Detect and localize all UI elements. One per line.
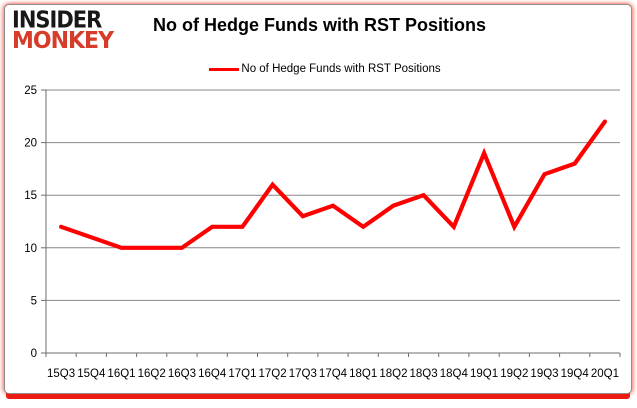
x-axis-tick-label: 17Q2 <box>259 368 287 380</box>
y-axis-tick-label: 20 <box>24 138 37 150</box>
x-axis-tick-label: 19Q4 <box>561 368 590 380</box>
y-axis-tick-label: 0 <box>31 348 37 360</box>
chart-card: INSIDER MONKEY No of Hedge Funds with RS… <box>4 4 632 394</box>
x-axis-tick-label: 18Q3 <box>410 368 438 380</box>
chart-title: No of Hedge Funds with RST Positions <box>153 15 486 35</box>
y-axis-tick-label: 10 <box>24 243 37 255</box>
series-line-hedge-funds <box>58 119 608 250</box>
legend: No of Hedge Funds with RST Positions <box>5 63 631 75</box>
x-axis-tick-label: 17Q3 <box>289 368 317 380</box>
x-axis-tick-label: 20Q1 <box>591 368 619 380</box>
x-axis-tick-label: 16Q3 <box>168 368 196 380</box>
x-axis-tick-label: 18Q2 <box>379 368 407 380</box>
x-axis-tick-label: 19Q3 <box>530 368 558 380</box>
x-axis-tick-label: 15Q4 <box>77 368 106 380</box>
x-axis-tick-label: 19Q2 <box>500 368 528 380</box>
x-axis-tick-label: 16Q2 <box>138 368 166 380</box>
x-axis-tick-label: 17Q1 <box>228 368 256 380</box>
legend-label: No of Hedge Funds with RST Positions <box>241 63 441 75</box>
x-axis-tick-label: 15Q3 <box>47 368 75 380</box>
x-axis-tick-label: 18Q4 <box>440 368 469 380</box>
x-axis-tick-label: 18Q1 <box>349 368 377 380</box>
x-axis-tick-label: 16Q1 <box>107 368 135 380</box>
legend-line-swatch <box>209 67 240 71</box>
y-axis-tick-label: 5 <box>31 295 37 307</box>
x-axis-tick-label: 19Q1 <box>470 368 498 380</box>
x-axis-tick-label: 16Q4 <box>198 368 227 380</box>
y-axis-tick-label: 25 <box>24 85 37 97</box>
insider-monkey-logo: INSIDER MONKEY <box>12 6 114 54</box>
x-axis-tick-label: 17Q4 <box>319 368 348 380</box>
logo-text-insider: INSIDER <box>12 6 102 33</box>
y-axis-tick-label: 15 <box>24 190 37 202</box>
logo-text-monkey: MONKEY <box>12 27 114 54</box>
